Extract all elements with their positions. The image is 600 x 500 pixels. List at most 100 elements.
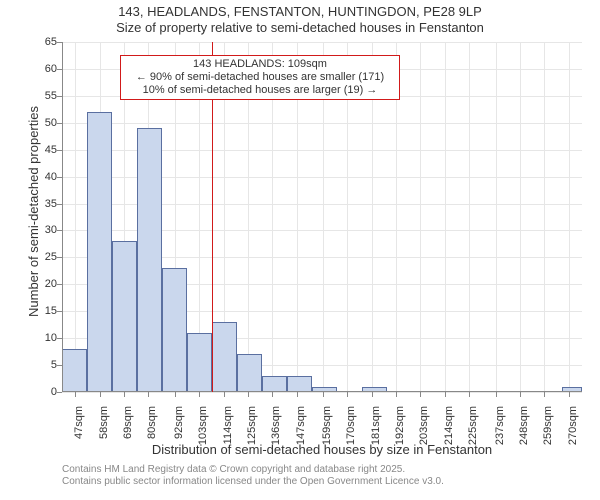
- x-tick-label: 270sqm: [567, 406, 579, 454]
- x-tick-label: 159sqm: [321, 406, 333, 454]
- histogram-bar: [87, 112, 112, 392]
- x-tick-label: 181sqm: [370, 406, 382, 454]
- histogram-bar: [112, 241, 137, 392]
- annotation-line: ← 90% of semi-detached houses are smalle…: [125, 71, 395, 84]
- footer-line1: Contains HM Land Registry data © Crown c…: [62, 464, 444, 476]
- y-tick-label: 0: [27, 386, 57, 398]
- x-tick-mark: [75, 392, 76, 397]
- x-tick-mark: [323, 392, 324, 397]
- y-tick-mark: [57, 96, 62, 97]
- y-tick-label: 45: [27, 144, 57, 156]
- y-tick-mark: [57, 311, 62, 312]
- x-tick-label: 248sqm: [518, 406, 530, 454]
- x-tick-mark: [297, 392, 298, 397]
- gridline-vertical: [544, 42, 545, 392]
- x-tick-mark: [372, 392, 373, 397]
- x-tick-mark: [544, 392, 545, 397]
- gridline-horizontal: [62, 392, 582, 393]
- x-tick-label: 103sqm: [197, 406, 209, 454]
- x-tick-mark: [496, 392, 497, 397]
- y-tick-mark: [57, 230, 62, 231]
- x-tick-mark: [347, 392, 348, 397]
- y-tick-label: 20: [27, 278, 57, 290]
- chart-title-line1: 143, HEADLANDS, FENSTANTON, HUNTINGDON, …: [0, 4, 600, 20]
- y-tick-mark: [57, 150, 62, 151]
- x-tick-mark: [148, 392, 149, 397]
- annotation-box: 143 HEADLANDS: 109sqm← 90% of semi-detac…: [120, 55, 400, 100]
- x-tick-mark: [224, 392, 225, 397]
- y-tick-label: 35: [27, 198, 57, 210]
- y-tick-mark: [57, 338, 62, 339]
- y-tick-mark: [57, 257, 62, 258]
- histogram-bar: [262, 376, 287, 392]
- x-tick-label: 136sqm: [270, 406, 282, 454]
- gridline-vertical: [496, 42, 497, 392]
- histogram-bar: [137, 128, 162, 392]
- y-tick-label: 30: [27, 224, 57, 236]
- histogram-bar: [287, 376, 312, 392]
- chart-container: 143, HEADLANDS, FENSTANTON, HUNTINGDON, …: [0, 0, 600, 500]
- x-tick-label: 114sqm: [222, 406, 234, 454]
- y-tick-label: 25: [27, 251, 57, 263]
- x-axis-line: [62, 391, 582, 392]
- y-tick-label: 40: [27, 171, 57, 183]
- histogram-bar: [62, 349, 87, 392]
- y-tick-mark: [57, 365, 62, 366]
- x-tick-label: 170sqm: [345, 406, 357, 454]
- x-tick-mark: [420, 392, 421, 397]
- x-tick-mark: [199, 392, 200, 397]
- y-tick-label: 55: [27, 90, 57, 102]
- x-tick-label: 147sqm: [295, 406, 307, 454]
- x-tick-mark: [520, 392, 521, 397]
- x-tick-mark: [100, 392, 101, 397]
- y-tick-mark: [57, 284, 62, 285]
- x-tick-mark: [124, 392, 125, 397]
- histogram-bar: [162, 268, 187, 392]
- gridline-horizontal: [62, 42, 582, 43]
- x-tick-label: 92sqm: [173, 406, 185, 454]
- chart-title-line2: Size of property relative to semi-detach…: [0, 20, 600, 36]
- x-tick-label: 192sqm: [394, 406, 406, 454]
- y-tick-mark: [57, 204, 62, 205]
- y-tick-label: 60: [27, 63, 57, 75]
- y-tick-label: 15: [27, 305, 57, 317]
- y-tick-mark: [57, 392, 62, 393]
- annotation-line: 10% of semi-detached houses are larger (…: [125, 84, 395, 97]
- y-tick-label: 10: [27, 332, 57, 344]
- x-tick-label: 237sqm: [494, 406, 506, 454]
- gridline-vertical: [75, 42, 76, 392]
- y-tick-mark: [57, 69, 62, 70]
- y-tick-label: 5: [27, 359, 57, 371]
- gridline-horizontal: [62, 123, 582, 124]
- histogram-bar: [237, 354, 262, 392]
- x-tick-mark: [445, 392, 446, 397]
- x-tick-label: 259sqm: [542, 406, 554, 454]
- y-tick-mark: [57, 42, 62, 43]
- x-tick-mark: [396, 392, 397, 397]
- gridline-vertical: [520, 42, 521, 392]
- histogram-bar: [187, 333, 212, 392]
- footer-attribution: Contains HM Land Registry data © Crown c…: [62, 464, 444, 488]
- y-tick-label: 50: [27, 117, 57, 129]
- footer-line2: Contains public sector information licen…: [62, 476, 444, 488]
- y-tick-label: 65: [27, 36, 57, 48]
- x-tick-mark: [175, 392, 176, 397]
- annotation-line: 143 HEADLANDS: 109sqm: [125, 58, 395, 71]
- y-tick-mark: [57, 123, 62, 124]
- histogram-bar: [212, 322, 237, 392]
- x-tick-label: 80sqm: [146, 406, 158, 454]
- x-tick-label: 214sqm: [443, 406, 455, 454]
- gridline-vertical: [469, 42, 470, 392]
- chart-title-block: 143, HEADLANDS, FENSTANTON, HUNTINGDON, …: [0, 4, 600, 36]
- gridline-vertical: [569, 42, 570, 392]
- x-tick-label: 125sqm: [246, 406, 258, 454]
- x-tick-label: 225sqm: [467, 406, 479, 454]
- y-axis-line: [62, 42, 63, 392]
- gridline-vertical: [420, 42, 421, 392]
- x-tick-mark: [469, 392, 470, 397]
- x-tick-label: 203sqm: [418, 406, 430, 454]
- x-tick-mark: [248, 392, 249, 397]
- x-tick-mark: [569, 392, 570, 397]
- gridline-vertical: [445, 42, 446, 392]
- y-tick-mark: [57, 177, 62, 178]
